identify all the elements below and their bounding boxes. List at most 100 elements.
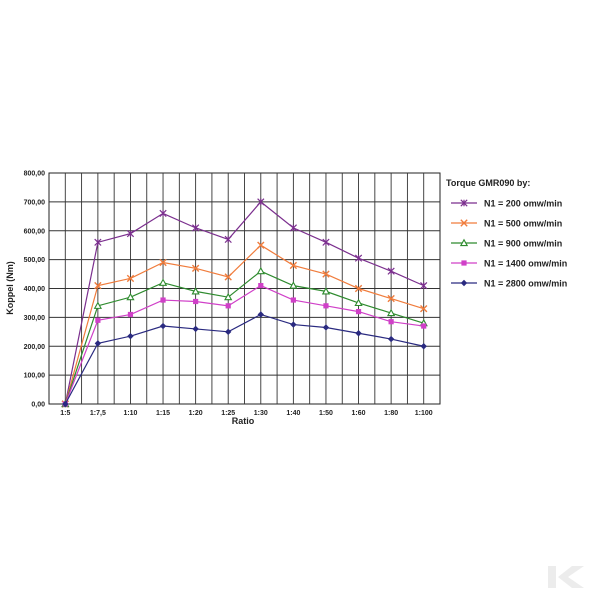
data-point [126, 230, 135, 238]
data-point [322, 238, 330, 246]
data-point [321, 287, 331, 295]
data-point [354, 254, 363, 262]
x-tick-label: 1:7,5 [90, 410, 106, 417]
y-tick-label: 100,00 [24, 373, 46, 380]
series-line [64, 313, 424, 405]
legend-item: N1 = 200 omw/min [451, 199, 562, 209]
legend-label: N1 = 200 omw/min [484, 199, 562, 209]
data-point [94, 340, 102, 347]
y-tick-label: 300,00 [24, 315, 46, 322]
x-tick-label: 1:60 [352, 410, 366, 417]
y-tick-label: 200,00 [24, 344, 46, 351]
brand-logo-watermark [548, 566, 584, 588]
data-point [224, 273, 232, 281]
data-point [290, 297, 296, 303]
series-line [64, 244, 424, 405]
x-tick-label: 1:100 [415, 410, 433, 417]
data-point [289, 224, 297, 232]
y-tick-label: 800,00 [24, 171, 46, 178]
y-tick-label: 700,00 [24, 199, 46, 206]
data-point [323, 303, 329, 309]
y-tick-label: 400,00 [24, 286, 46, 293]
data-point [225, 328, 232, 336]
legend-item: N1 = 500 omw/min [451, 219, 562, 229]
data-point [191, 264, 200, 272]
legend-label: N1 = 2800 omw/min [484, 279, 567, 289]
series-line [64, 284, 424, 405]
data-point [355, 309, 362, 315]
data-point [258, 283, 264, 289]
data-point [126, 274, 135, 283]
x-tick-label: 1:30 [254, 410, 268, 417]
y-tick-labels: 0,00 100,00 200,00 300,00 400,00 500,00 600,00… [24, 171, 46, 409]
series-4 [62, 311, 427, 408]
data-point [127, 332, 134, 340]
data-point [387, 335, 395, 343]
data-point [387, 267, 395, 275]
data-point [355, 330, 362, 337]
data-point [289, 261, 298, 270]
y-tick-label: 600,00 [24, 228, 46, 235]
data-point [193, 298, 199, 305]
legend-label: N1 = 900 omw/min [484, 239, 562, 249]
legend-label: N1 = 1400 omw/min [484, 259, 567, 269]
data-point [257, 198, 265, 206]
legend-marker [460, 219, 468, 227]
data-point [322, 270, 330, 278]
x-tick-label: 1:80 [384, 410, 398, 417]
data-point [289, 281, 298, 289]
data-point [257, 241, 265, 249]
data-point [159, 209, 167, 218]
x-axis-label: Ratio [232, 416, 255, 426]
data-point [354, 298, 363, 307]
data-point [95, 317, 101, 323]
data-point [159, 322, 167, 330]
data-point [224, 292, 233, 301]
x-tick-label: 1:15 [156, 410, 170, 417]
x-tick-label: 1:10 [123, 410, 137, 417]
x-tick-label: 1:20 [189, 410, 203, 417]
data-point [225, 303, 231, 309]
data-point [256, 266, 265, 275]
data-point [354, 284, 363, 293]
x-tick-labels: 1:5 1:7,5 1:10 1:15 1:20 1:25 1:30 1:40 1:50 1:60… [60, 410, 433, 417]
data-point [62, 400, 69, 408]
data-point [94, 281, 102, 290]
series-line [64, 270, 424, 405]
x-tick-label: 1:5 [60, 410, 70, 417]
grid [48, 172, 441, 405]
series-line [64, 201, 424, 405]
legend-item: N1 = 900 omw/min [451, 239, 562, 249]
legend-marker [460, 199, 468, 207]
legend-items: N1 = 200 omw/min N1 = 500 omw/min N1 = 900… [451, 199, 567, 289]
y-tick-label: 500,00 [24, 257, 46, 264]
data-point [192, 325, 199, 333]
data-point [387, 294, 395, 303]
data-point [386, 308, 396, 317]
data-point [126, 292, 135, 301]
data-point [192, 224, 200, 232]
legend-title: Torque GMR090 by: [446, 178, 530, 188]
legend: Torque GMR090 by: N1 = 200 omw/min N1 = 5… [446, 178, 567, 289]
series-lines [61, 198, 428, 408]
legend-marker [461, 260, 467, 266]
data-point [420, 281, 428, 290]
data-point [420, 343, 427, 350]
y-axis-label: Koppel (Nm) [5, 261, 15, 315]
legend-marker [459, 238, 469, 247]
data-point [257, 311, 264, 318]
data-point [160, 297, 166, 303]
legend-item: N1 = 2800 omw/min [451, 279, 567, 289]
data-point [158, 278, 168, 286]
data-point [388, 319, 394, 325]
data-point [159, 258, 167, 267]
data-point [94, 238, 102, 246]
data-point [224, 235, 232, 244]
x-tick-label: 1:50 [319, 410, 333, 417]
data-point [421, 323, 427, 329]
legend-marker [460, 279, 468, 287]
data-point [420, 305, 428, 313]
y-tick-label: 0,00 [31, 402, 45, 409]
series-0 [61, 198, 428, 408]
